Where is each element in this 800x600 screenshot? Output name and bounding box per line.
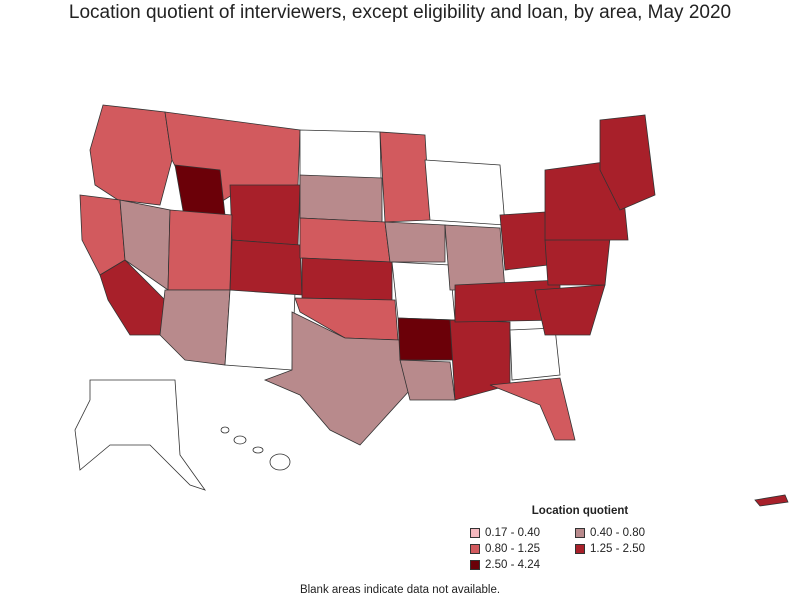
map-title: Location quotient of interviewers, excep… bbox=[68, 2, 732, 23]
region-carolinas bbox=[534, 284, 606, 336]
legend-label: 2.50 - 4.24 bbox=[485, 559, 540, 571]
legend-item: 1.25 - 2.50 bbox=[575, 543, 685, 555]
legend-swatch bbox=[575, 544, 585, 554]
region-new-england bbox=[599, 114, 656, 211]
legend-label: 0.40 - 0.80 bbox=[590, 527, 645, 539]
region-pacific-northwest bbox=[89, 104, 173, 206]
region-wyoming bbox=[229, 184, 301, 246]
region-alaska bbox=[74, 379, 207, 491]
region-louisiana bbox=[399, 359, 456, 401]
region-wisconsin-michigan bbox=[424, 159, 506, 226]
legend-swatch bbox=[470, 544, 480, 554]
legend-swatch bbox=[470, 528, 480, 538]
legend-title: Location quotient bbox=[531, 505, 629, 517]
region-iowa bbox=[384, 221, 446, 263]
region-puerto-rico bbox=[754, 494, 789, 507]
region-nebraska bbox=[299, 217, 391, 263]
legend-item: 0.80 - 1.25 bbox=[470, 543, 575, 555]
footnote: Blank areas indicate data not available. bbox=[299, 584, 501, 596]
region-kansas bbox=[301, 257, 393, 301]
region-california-north bbox=[79, 194, 126, 276]
legend-label: 0.80 - 1.25 bbox=[485, 543, 540, 555]
region-new-mexico bbox=[224, 289, 296, 371]
legend-item: 0.40 - 0.80 bbox=[575, 527, 685, 539]
contiguous-us bbox=[79, 104, 656, 446]
region-florida bbox=[489, 377, 576, 441]
region-ohio bbox=[499, 211, 549, 271]
region-colorado bbox=[229, 239, 303, 296]
region-illinois-indiana bbox=[444, 224, 506, 291]
region-missouri bbox=[391, 261, 456, 321]
region-arizona bbox=[159, 289, 231, 366]
region-south-dakota bbox=[299, 174, 383, 223]
legend-item: 0.17 - 0.40 bbox=[470, 527, 575, 539]
region-utah bbox=[167, 209, 233, 291]
legend-swatch bbox=[470, 560, 480, 570]
region-virginia-maryland bbox=[544, 237, 611, 286]
region-minnesota bbox=[379, 131, 431, 223]
region-hawaii bbox=[220, 426, 291, 471]
map-legend: Location quotient 0.17 - 0.40 0.40 - 0.8… bbox=[470, 505, 700, 571]
legend-label: 0.17 - 0.40 bbox=[485, 527, 540, 539]
region-georgia bbox=[509, 327, 561, 381]
legend-item: 2.50 - 4.24 bbox=[470, 559, 575, 571]
legend-label: 1.25 - 2.50 bbox=[590, 543, 645, 555]
region-arkansas bbox=[397, 317, 456, 361]
legend-swatch bbox=[575, 528, 585, 538]
region-texas bbox=[263, 311, 411, 446]
